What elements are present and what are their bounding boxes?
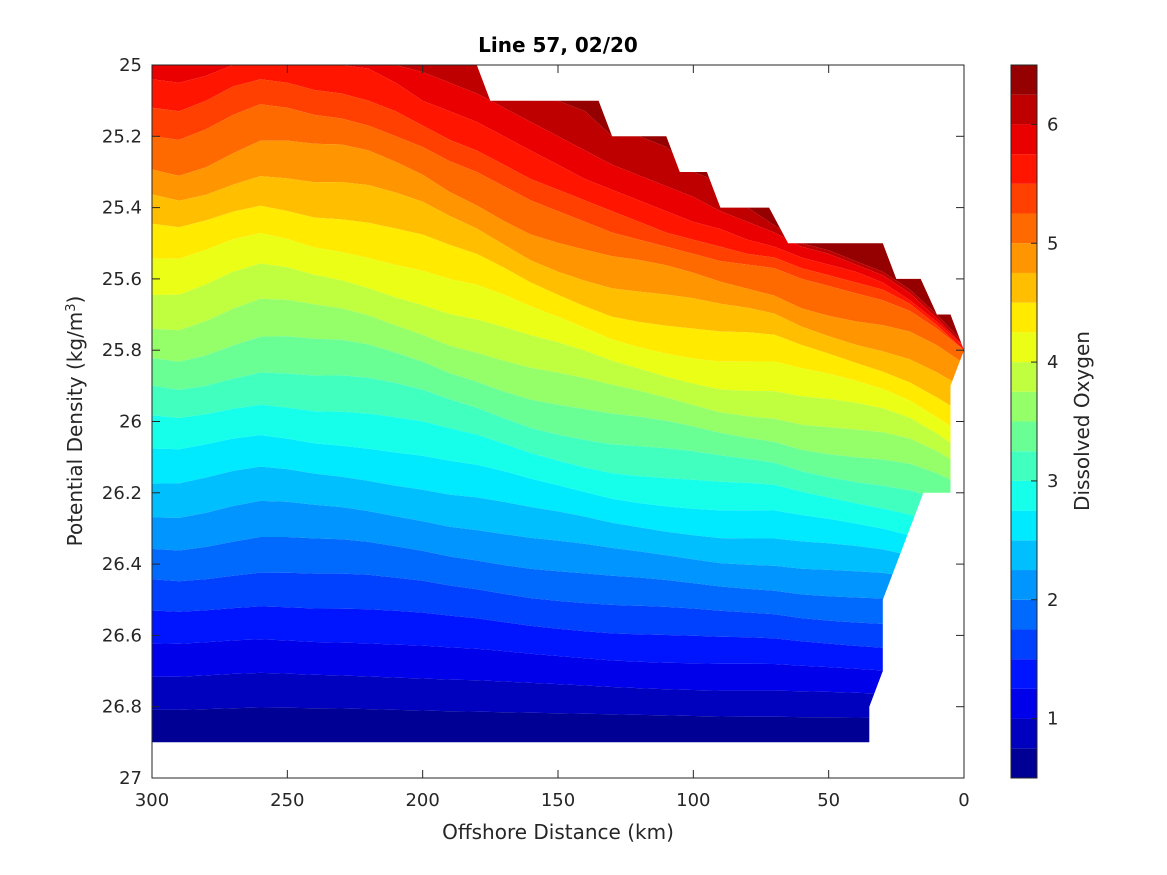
y-tick-label: 25 (119, 55, 142, 76)
contour-band-21 (152, 639, 964, 700)
colorbar-swatch (1011, 451, 1037, 481)
y-tick-label: 25.2 (102, 126, 142, 147)
colorbar-swatch (1011, 421, 1037, 452)
colorbar (1010, 64, 1038, 779)
contour-band-17 (152, 500, 964, 613)
colorbar-tick-label: 3 (1047, 471, 1058, 492)
contour-band-16 (152, 466, 964, 593)
colorbar-swatch (1011, 272, 1037, 303)
contour-band-20 (152, 606, 964, 680)
colorbar-swatch (1011, 629, 1037, 660)
x-tick-label: 100 (676, 790, 710, 811)
colorbar-swatch (1011, 65, 1037, 95)
y-tick-label: 26 (119, 412, 142, 433)
colorbar-tick-label: 2 (1047, 590, 1058, 611)
colorbar-swatch (1011, 570, 1037, 600)
colorbar-swatch (1011, 480, 1037, 511)
y-axis-title-close: ) (63, 296, 87, 304)
colorbar-swatch (1011, 154, 1037, 184)
y-tick-label: 27 (119, 768, 142, 789)
contour-band-12 (152, 336, 964, 509)
colorbar-swatch (1011, 718, 1037, 749)
contour-band-4 (152, 79, 964, 351)
contour-band-22 (152, 672, 964, 721)
y-tick-label: 25.6 (102, 269, 142, 290)
colorbar-tick-label: 6 (1047, 114, 1058, 135)
x-tick-label: 150 (541, 790, 575, 811)
y-axis-title: Potential Density (kg/m3) (63, 296, 87, 547)
colorbar-swatch (1011, 362, 1037, 392)
contour-band-15 (152, 435, 964, 575)
contour-bands (152, 65, 964, 743)
colorbar-swatch (1011, 302, 1037, 333)
contour-band-9 (152, 233, 964, 453)
chart-title: Line 57, 02/20 (478, 33, 638, 57)
y-tick-label: 25.4 (102, 198, 142, 219)
x-axis-title: Offshore Distance (km) (442, 820, 674, 844)
x-tick-label: 200 (405, 790, 439, 811)
y-axis-title-superscript: 3 (64, 303, 79, 311)
colorbar-swatch (1011, 124, 1037, 155)
colorbar-swatch (1011, 748, 1037, 778)
contour-band-23 (152, 707, 964, 743)
contour-field (152, 65, 964, 743)
y-tick-label: 26.6 (102, 625, 142, 646)
colorbar-swatch (1011, 243, 1037, 273)
contour-band-8 (152, 205, 964, 436)
x-axis: 300 250 200 150 100 50 0 (135, 65, 970, 811)
colorbar-swatch (1011, 183, 1037, 214)
colorbar-swatch (1011, 391, 1037, 422)
colorbar-swatch (1011, 94, 1037, 125)
contour-band-5 (152, 104, 964, 364)
colorbar-swatch (1011, 510, 1037, 541)
contour-band-18 (152, 537, 964, 635)
contour-band-1 (152, 65, 964, 347)
x-tick-label: 250 (270, 790, 304, 811)
colorbar-frame (1010, 64, 1038, 779)
colorbar-swatch (1011, 540, 1037, 571)
y-tick-label: 26.2 (102, 483, 142, 504)
contour-band-11 (152, 298, 964, 486)
contour-band-14 (152, 404, 964, 556)
x-tick-label: 0 (958, 790, 969, 811)
x-tick-label: 300 (135, 790, 169, 811)
y-axis-title-main: Potential Density (kg/m (63, 312, 87, 547)
y-tick-label: 25.8 (102, 340, 142, 361)
colorbar-tick-label: 5 (1047, 233, 1058, 254)
contour-band-6 (152, 140, 964, 388)
y-tick-label: 26.8 (102, 697, 142, 718)
contour-band-7 (152, 176, 964, 414)
colorbar-swatch (1011, 332, 1037, 363)
contour-band-13 (152, 372, 964, 534)
colorbar-tick-label: 1 (1047, 709, 1058, 730)
colorbar-swatch (1011, 688, 1037, 719)
colorbar-swatch (1011, 599, 1037, 630)
colorbar-axis: 1 2 3 4 5 6 (1031, 114, 1058, 730)
colorbar-tick-label: 4 (1047, 352, 1058, 373)
colorbar-swatch (1011, 213, 1037, 244)
colorbar-swatch (1011, 659, 1037, 689)
x-tick-label: 50 (817, 790, 840, 811)
contour-band-19 (152, 572, 964, 658)
y-axis: 25 25.2 25.4 25.6 25.8 26 26.2 26.4 26.6 26.8 27 (102, 55, 964, 789)
contour-band-10 (152, 263, 964, 468)
colorbar-title: Dissolved Oxygen (1070, 331, 1094, 511)
y-tick-label: 26.4 (102, 554, 142, 575)
